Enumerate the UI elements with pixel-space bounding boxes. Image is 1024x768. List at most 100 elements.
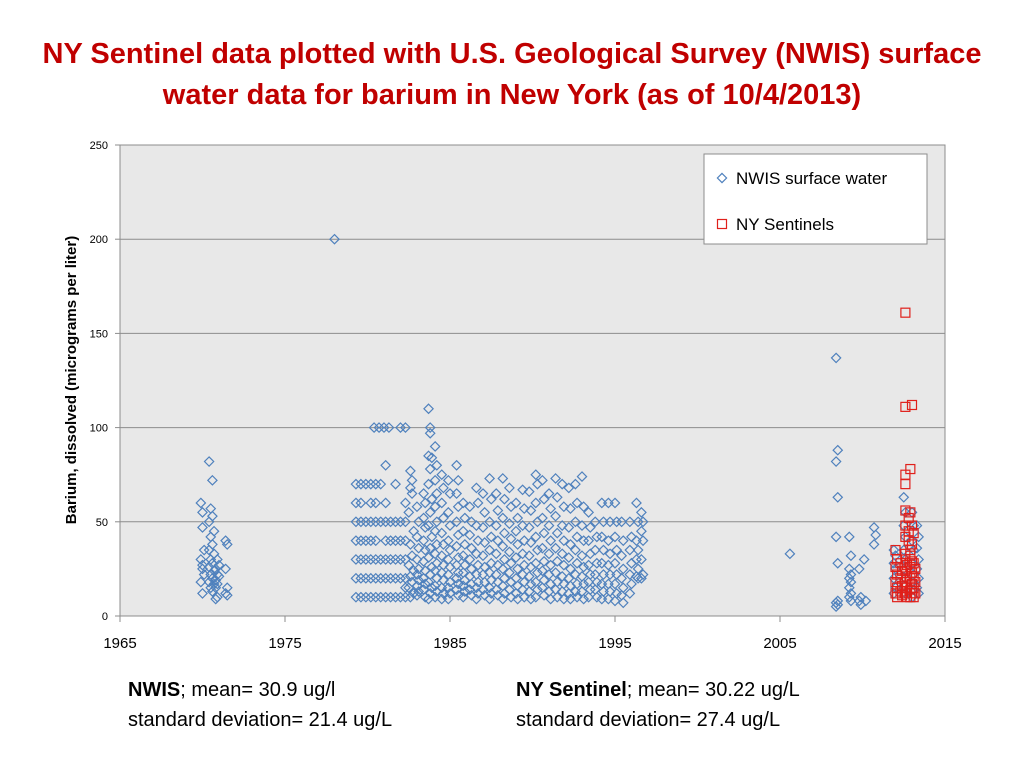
nwis-point [523,486,535,498]
nwis-point [536,474,548,486]
nwis-point [550,567,562,579]
nwis-point [497,593,509,605]
nwis-point [913,531,925,543]
nwis-point [523,522,535,533]
nwis-point [832,444,844,456]
nwis-point [550,542,562,554]
nwis-point [459,586,471,597]
nwis-point [484,473,496,484]
nwis-point [197,587,208,599]
y-tick-label: 200 [90,234,108,246]
nwis-point [375,516,387,528]
nwis-point [868,538,880,550]
nwis-point [845,576,857,588]
nwis-point [784,548,796,560]
nwis-point [497,512,509,524]
nwis-point [556,478,568,490]
nwis-point [626,531,637,543]
nwis-point [484,516,496,528]
nwis-point [350,572,362,584]
nwis-point [210,563,222,575]
nwis-point [830,352,842,364]
nwis-point [576,471,588,483]
nwis-point [442,474,454,486]
nwis-point [373,422,385,434]
legend-nwis-label: NWIS surface water [736,169,887,188]
nwis-point [437,512,449,524]
nwis-point [370,554,382,565]
nwis-point [602,593,614,605]
nwis-point [221,582,233,594]
nwis-point [551,527,563,539]
nwis-point [437,482,449,494]
legend-sentinel-label: NY Sentinels [736,215,834,234]
nwis-series [195,233,925,613]
nwis-point [550,473,562,484]
nwis-point [545,535,557,547]
nwis-point [395,554,406,565]
nwis-point [355,497,367,509]
nwis-point [637,569,649,581]
nwis-point [424,542,436,554]
nwis-point [442,582,454,594]
nwis-point [444,544,456,556]
nwis-point [424,506,436,518]
nwis-point [436,527,448,539]
nwis-point [370,535,382,547]
nwis-point [536,565,548,577]
nwis-point [505,533,517,545]
nwis-point [485,531,497,543]
nwis-point [413,574,425,586]
nwis-point [451,516,463,528]
nwis-point [403,559,415,571]
nwis-point [404,465,416,477]
nwis-point [206,586,218,597]
nwis-point [845,587,857,599]
nwis-point [395,572,406,584]
nwis-point [632,516,644,528]
nwis-point [571,591,583,603]
nwis-point [370,478,382,490]
nwis-point [558,535,570,547]
nwis-point [510,587,522,599]
nwis-point [624,516,636,528]
nwis-point [452,474,464,486]
y-axis-label: Barium, dissolved (micrograms per liter) [63,236,80,524]
nwis-point [569,516,581,528]
nwis-point [429,591,441,603]
sentinel-point [905,507,916,518]
nwis-point [832,491,844,503]
nwis-point [517,520,529,532]
nwis-point [466,542,477,554]
nwis-point [617,597,629,609]
nwis-point [571,497,583,509]
nwis-point [532,567,543,579]
nwis-point [370,497,382,509]
nwis-point [442,506,454,518]
nwis-point [490,520,502,532]
nwis-point [213,559,225,571]
slide-title-line-1: NY Sentinel data plotted with U.S. Geolo… [42,38,982,70]
nwis-point [418,488,430,499]
nwis-point [583,535,595,547]
nwis-point [583,591,595,603]
nwis-point [195,497,207,509]
nwis-point [497,540,509,552]
sentinel-stats-sd: standard deviation= 27.4 ug/L [516,709,781,731]
nwis-point [429,501,441,513]
nwis-point [378,422,390,434]
nwis-point [512,563,524,575]
nwis-point [635,554,647,565]
nwis-point [370,591,382,603]
nwis-point [457,525,469,537]
nwis-point [499,527,510,539]
y-tick-label: 250 [90,140,108,152]
nwis-point [375,554,387,565]
nwis-point [626,578,637,590]
nwis-point [578,501,590,513]
nwis-point [484,544,496,556]
nwis-point [538,555,550,567]
nwis-point [429,548,441,560]
nwis-point [530,591,542,603]
nwis-point [457,497,469,509]
